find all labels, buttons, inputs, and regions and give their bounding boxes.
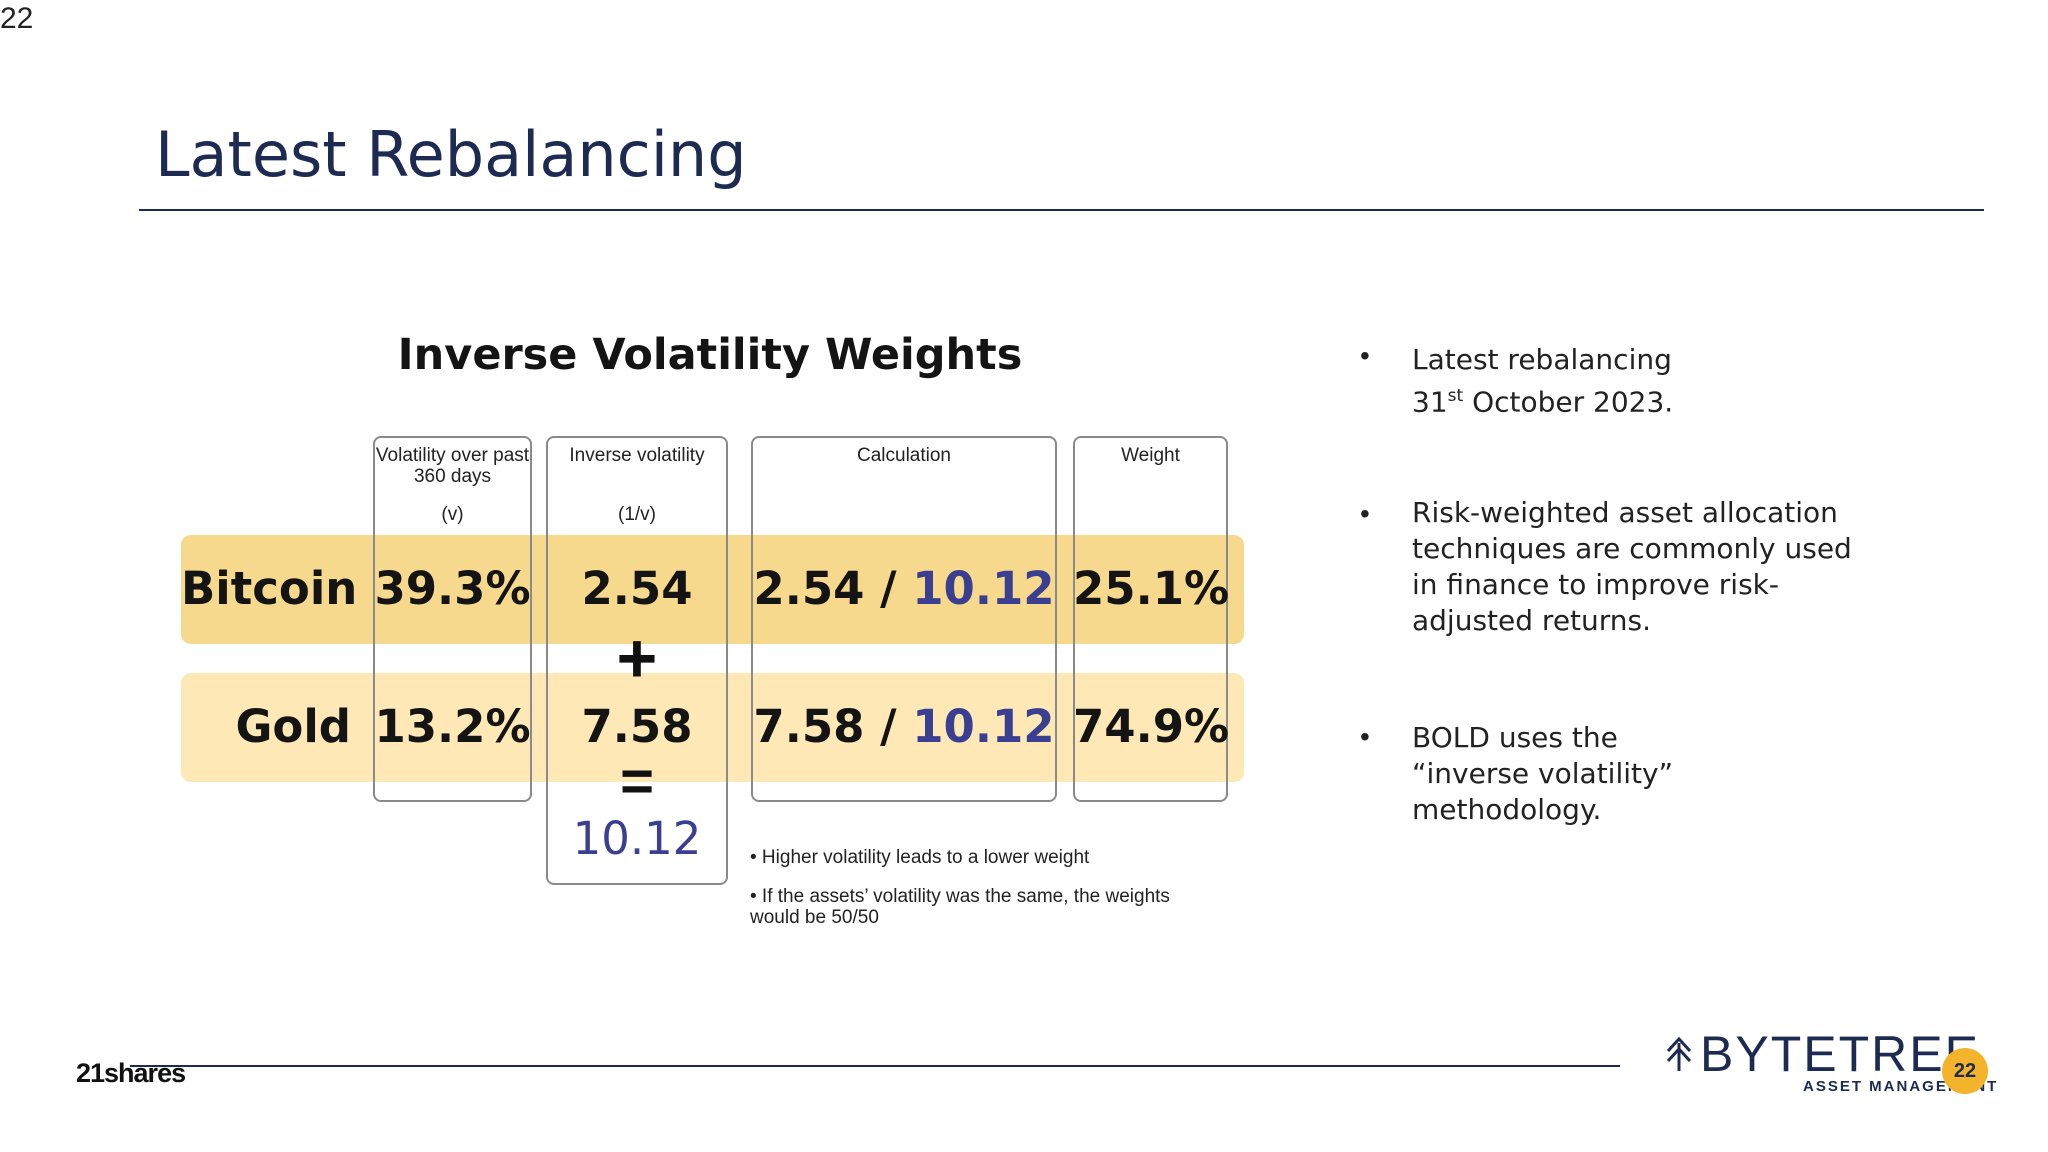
gold-row-band	[181, 673, 1244, 782]
bullet-rebalancing-date: Latest rebalancing 31st October 2023.	[1412, 342, 1852, 420]
header-inverse-volatility: Inverse volatility	[569, 445, 705, 466]
bullet-marker: •	[1360, 340, 1370, 371]
inverse-volatility-total: 10.12	[572, 812, 702, 865]
header-volatility-sub: (v)	[441, 504, 464, 525]
page-number-badge: 22	[1942, 1048, 1988, 1094]
bitcoin-inverse-volatility: 2.54	[581, 562, 693, 615]
header-weight: Weight	[1121, 445, 1180, 466]
bullet-line: Latest rebalancing	[1412, 343, 1672, 376]
inverse-volatility-column-box	[546, 436, 728, 885]
bitcoin-volatility: 39.3%	[374, 562, 531, 615]
rebalance-day-suffix: st	[1447, 386, 1464, 406]
bullet-marker: •	[1360, 721, 1370, 752]
gold-calculation: 7.58 / 10.12	[751, 700, 1057, 753]
bitcoin-calc-denominator: 10.12	[912, 562, 1055, 615]
footer-divider	[130, 1065, 1620, 1067]
equals-operator: =	[620, 749, 654, 814]
slide-title: Latest Rebalancing	[155, 118, 747, 191]
plus-operator: +	[616, 619, 658, 697]
page-number: 22	[0, 2, 34, 35]
header-inverse-volatility-sub: (1/v)	[618, 504, 656, 525]
gold-volatility: 13.2%	[374, 700, 531, 753]
bullet-marker: •	[1360, 498, 1370, 529]
header-calculation: Calculation	[857, 445, 951, 466]
chart-note: • If the assets’ volatility was the same…	[750, 886, 1170, 928]
bitcoin-row-band	[181, 535, 1244, 644]
weight-column-box	[1073, 436, 1228, 802]
bullet-risk-weighted: Risk-weighted asset allocation technique…	[1412, 496, 1852, 637]
title-divider	[139, 209, 1984, 211]
gold-calc-numerator: 7.58 /	[753, 700, 897, 753]
gold-inverse-volatility: 7.58	[581, 700, 693, 753]
bitcoin-calc-numerator: 2.54 /	[753, 562, 897, 615]
chart-note: • Higher volatility leads to a lower wei…	[750, 847, 1090, 868]
rebalance-day: 31	[1412, 385, 1448, 419]
chart-title: Inverse Volatility Weights	[397, 330, 1023, 380]
asset-label-bitcoin: Bitcoin	[181, 562, 358, 615]
bytetree-logo-name: BYTETREE	[1700, 1026, 1980, 1082]
calculation-column-box	[751, 436, 1057, 802]
bullet-methodology: BOLD uses the “inverse volatility” metho…	[1412, 721, 1674, 826]
rebalance-month-year: October 2023.	[1463, 385, 1674, 419]
bitcoin-weight: 25.1%	[1073, 562, 1230, 615]
bitcoin-calculation: 2.54 / 10.12	[751, 562, 1057, 615]
gold-weight: 74.9%	[1073, 700, 1230, 753]
asset-label-gold: Gold	[235, 700, 352, 753]
bytetree-tree-icon	[1666, 1036, 1692, 1071]
21shares-logo: 21shares	[76, 1058, 186, 1088]
header-volatility: Volatility over past 360 days	[375, 445, 530, 487]
volatility-column-box	[373, 436, 532, 802]
gold-calc-denominator: 10.12	[912, 700, 1055, 753]
